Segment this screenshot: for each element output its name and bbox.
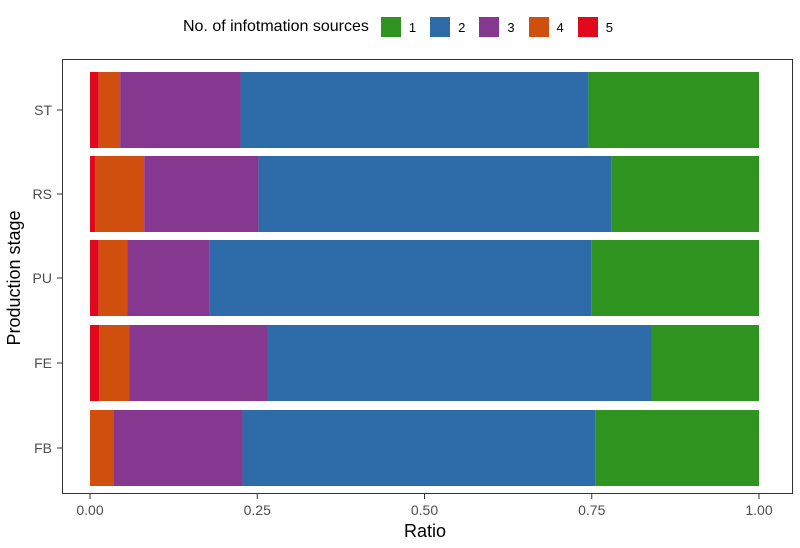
x-axis: 0.00 0.25 0.50 0.75 1.00 [76, 494, 773, 518]
bar-segment-PU-1 [591, 240, 759, 316]
legend-item-1: 1 [380, 17, 417, 37]
legend-swatch [380, 17, 401, 37]
bar-segment-RS-1 [611, 156, 759, 232]
legend-swatch [528, 17, 549, 37]
y-tick-label-FE: FE [34, 355, 52, 371]
bar-segment-ST-1 [588, 72, 759, 148]
legend-title: No. of infotmation sources [182, 18, 369, 35]
y-tick-label-PU: PU [33, 270, 52, 286]
bar-segment-PU-5 [90, 240, 99, 316]
bar-segment-FE-5 [90, 325, 100, 401]
bar-segment-PU-4 [98, 240, 128, 316]
bar-segment-RS-3 [144, 156, 259, 232]
bar-segment-FB-4 [90, 410, 114, 486]
legend-label: 3 [507, 19, 515, 35]
bar-segment-FB-2 [242, 410, 596, 486]
x-tick-label: 0.25 [244, 502, 271, 518]
legend: No. of infotmation sources 1 2 3 4 5 [0, 14, 800, 40]
x-axis-title: Ratio [404, 521, 446, 541]
panel-border [62, 59, 793, 494]
bar-segment-FB-1 [595, 410, 759, 486]
y-tick-label-FB: FB [34, 440, 52, 456]
bar-segment-PU-3 [127, 240, 210, 316]
legend-item-2: 2 [430, 17, 465, 37]
x-tick-label: 0.75 [578, 502, 605, 518]
bar-segment-FE-1 [651, 325, 759, 401]
x-tick-label: 1.00 [745, 502, 772, 518]
x-tick-label: 0.00 [76, 502, 103, 518]
y-axis: ST RS PU FE FB [33, 102, 62, 456]
bar-segment-FE-3 [129, 325, 268, 401]
legend-item-3: 3 [479, 17, 515, 37]
bar-segment-PU-2 [209, 240, 592, 316]
bar-segment-ST-5 [90, 72, 99, 148]
legend-swatch [430, 17, 451, 37]
legend-item-5: 5 [577, 17, 614, 37]
y-tick-label-ST: ST [34, 102, 52, 118]
legend-items: 1 2 3 4 5 [380, 17, 627, 37]
bar-segment-RS-5 [90, 156, 96, 232]
legend-label: 5 [605, 19, 614, 35]
legend-label: 4 [556, 19, 564, 35]
y-tick-label-RS: RS [33, 186, 52, 202]
bar-segment-RS-2 [258, 156, 612, 232]
legend-swatch [577, 17, 598, 37]
x-tick-label: 0.50 [411, 502, 438, 518]
bar-segment-ST-4 [98, 72, 121, 148]
bar-segment-ST-2 [240, 72, 589, 148]
legend-swatch [479, 17, 500, 37]
legend-label: 1 [408, 19, 417, 35]
bar-segment-FE-2 [267, 325, 652, 401]
bar-segment-RS-4 [95, 156, 145, 232]
y-axis-title: Production stage [4, 210, 24, 345]
bar-segment-FE-4 [99, 325, 130, 401]
bar-segment-ST-3 [120, 72, 241, 148]
bar-segment-FB-3 [113, 410, 243, 486]
legend-item-4: 4 [528, 17, 564, 37]
legend-label: 2 [458, 19, 466, 35]
bars-layer [90, 72, 759, 486]
